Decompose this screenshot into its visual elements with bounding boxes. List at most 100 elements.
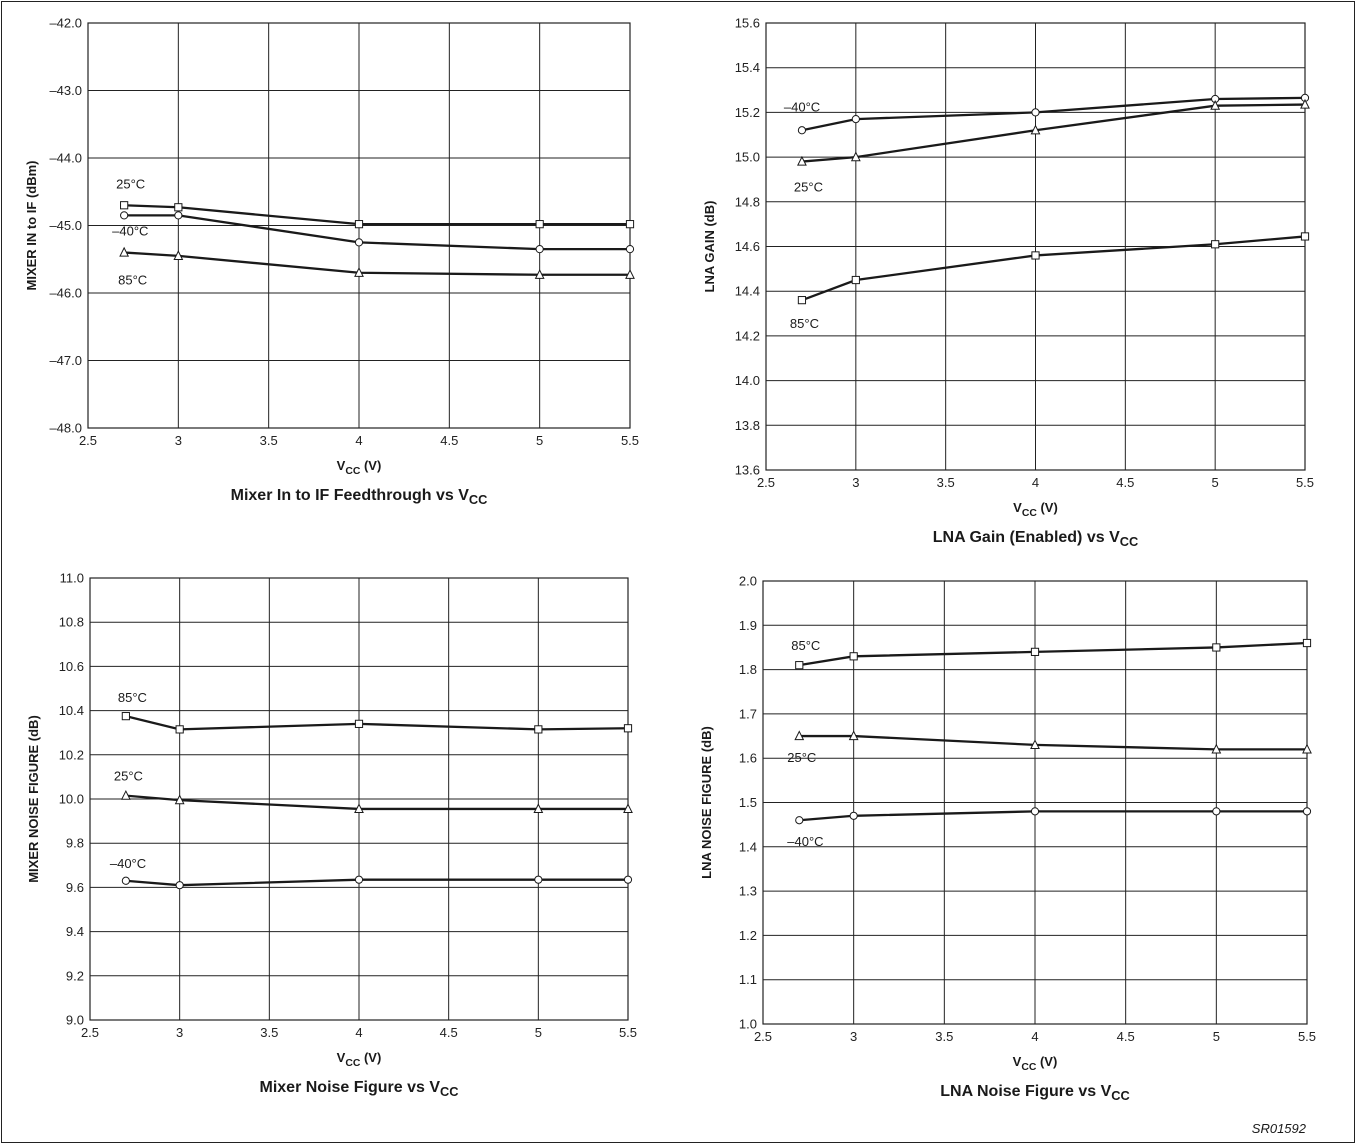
chart-title: LNA Noise Figure vs VCC	[940, 1083, 1129, 1103]
series-line	[124, 251, 630, 276]
data-point	[534, 875, 543, 884]
document-code: SR01592	[1251, 1121, 1306, 1136]
data-point	[535, 245, 544, 254]
x-tick-label: 5	[535, 1025, 542, 1040]
data-point	[354, 220, 364, 229]
data-point	[354, 875, 364, 884]
y-tick-label: 1.2	[739, 928, 757, 943]
data-point	[173, 250, 184, 260]
chart-title: Mixer Noise Figure vs VCC	[260, 1079, 459, 1099]
series-1: 85°C	[118, 690, 633, 734]
y-tick-label: 13.8	[735, 418, 760, 433]
chart-title: Mixer In to IF Feedthrough vs VCC	[231, 487, 488, 507]
y-tick-label: 13.6	[735, 463, 760, 478]
y-tick-label: 10.4	[59, 703, 84, 718]
y-tick-label: 10.6	[59, 659, 84, 674]
data-point	[625, 220, 635, 229]
data-point	[354, 238, 364, 247]
y-tick-label: 1.4	[739, 839, 757, 854]
series-label: 85°C	[118, 273, 147, 288]
data-point	[534, 725, 543, 734]
series-label: 25°C	[787, 750, 816, 765]
x-tick-label: 5	[1212, 475, 1219, 490]
plot-frame	[89, 577, 629, 1021]
x-tick-label: 4	[355, 1025, 362, 1040]
data-point	[534, 269, 545, 279]
data-point	[1031, 251, 1040, 260]
x-tick-label: 4.5	[440, 433, 458, 448]
y-axis-label: LNA GAIN (dB)	[702, 201, 717, 293]
y-tick-label: 1.7	[739, 706, 757, 721]
series-2: –40°C	[112, 211, 635, 254]
x-tick-label: 5	[536, 433, 543, 448]
x-tick-label: 4	[1031, 1029, 1038, 1044]
data-point	[1212, 643, 1221, 652]
x-tick-label: 5.5	[1296, 475, 1314, 490]
data-point	[1031, 108, 1040, 117]
series-label: 85°C	[791, 638, 820, 653]
series-line	[801, 103, 1306, 163]
x-tick-label: 4.5	[440, 1025, 458, 1040]
y-axis-label: LNA NOISE FIGURE (dB)	[699, 726, 714, 879]
y-tick-label: 14.4	[735, 284, 760, 299]
y-tick-label: 9.8	[66, 836, 84, 851]
x-tick-label: 3	[852, 475, 859, 490]
data-point	[851, 115, 860, 124]
x-tick-label: 2.5	[79, 433, 97, 448]
y-tick-label: 14.2	[735, 328, 760, 343]
chart-1: 2.5 3 3.5 4 4.5 5 5.5 –48.0 –47.0 –46.0 –45.0 –44.0…	[24, 16, 639, 508]
x-tick-label: 3.5	[935, 1029, 953, 1044]
series-line	[124, 204, 630, 226]
series-3: –40°C	[110, 856, 633, 890]
y-tick-label: 9.6	[66, 880, 84, 895]
data-point	[625, 245, 635, 254]
x-axis-label: VCC (V)	[337, 1050, 382, 1069]
x-tick-label: 5.5	[619, 1025, 637, 1040]
chart-4: 2.5 3 3.5 4 4.5 5 5.5 1.0 1.1 1.2 1.3 1.4 1.5 1.6 1.7 1…	[699, 574, 1316, 1104]
data-point	[623, 875, 633, 884]
y-tick-label: 15.6	[735, 16, 760, 31]
series-label: 85°C	[118, 690, 147, 705]
chart-title: LNA Gain (Enabled) vs VCC	[933, 529, 1138, 549]
x-tick-label: 5	[1213, 1029, 1220, 1044]
series-2: 25°C	[114, 769, 633, 814]
data-point	[1211, 743, 1222, 754]
y-tick-label: 10.2	[59, 747, 84, 762]
data-point	[623, 803, 633, 814]
y-tick-label: 1.3	[739, 884, 757, 899]
series-label: –40°C	[112, 223, 148, 238]
data-point	[625, 269, 635, 279]
x-tick-label: 3.5	[260, 433, 278, 448]
series-line	[125, 794, 628, 811]
data-point	[533, 803, 544, 814]
y-tick-label: 14.6	[735, 239, 760, 254]
x-tick-label: 3.5	[937, 475, 955, 490]
data-point	[623, 724, 633, 733]
y-axis-label: MIXER IN to IF (dBm)	[24, 161, 39, 291]
data-point	[1210, 99, 1221, 110]
series-line	[125, 715, 629, 731]
data-point	[797, 296, 807, 305]
series-line	[799, 641, 1308, 667]
data-point	[1212, 807, 1221, 816]
series-label: 25°C	[114, 769, 143, 784]
y-tick-label: 15.4	[735, 60, 760, 75]
series-3: –40°C	[787, 807, 1312, 849]
y-tick-label: 1.5	[739, 795, 757, 810]
y-tick-label: 1.9	[739, 618, 757, 633]
series-label: 25°C	[116, 176, 145, 191]
data-point	[1030, 124, 1041, 135]
data-point	[175, 725, 184, 734]
data-point	[120, 201, 129, 210]
y-tick-label: 1.6	[739, 751, 757, 766]
series-line	[799, 810, 1307, 822]
series-label: –40°C	[110, 856, 146, 871]
x-tick-label: 4.5	[1117, 1029, 1135, 1044]
series-label: 85°C	[790, 316, 819, 331]
plot-frame	[765, 22, 1306, 471]
y-tick-label: 15.2	[735, 105, 760, 120]
y-tick-label: 10.8	[59, 615, 84, 630]
data-point	[848, 730, 859, 741]
data-point	[795, 816, 804, 825]
